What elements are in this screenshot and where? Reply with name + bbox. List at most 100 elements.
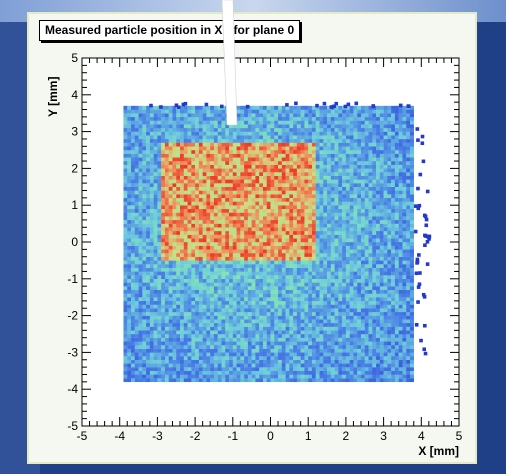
heatmap-cell (342, 238, 347, 243)
heatmap-cell (225, 238, 230, 243)
heatmap-cell (161, 234, 166, 239)
heatmap-cell (123, 194, 128, 199)
heatmap-cell (176, 238, 181, 243)
heatmap-cell (236, 234, 241, 239)
heatmap-cell (251, 264, 256, 268)
heatmap-cell (330, 205, 335, 210)
heatmap-cell (300, 216, 305, 221)
heatmap-cell (266, 341, 271, 346)
heatmap-cell (349, 334, 354, 338)
heatmap-cell (146, 245, 151, 250)
heatmap-cell (217, 238, 222, 243)
heatmap-cell (345, 249, 350, 254)
heatmap-cell (213, 267, 218, 272)
heatmap-cell (206, 138, 211, 143)
heatmap-cell (357, 363, 362, 368)
heatmap-cell (349, 297, 354, 302)
heatmap-cell (285, 179, 290, 184)
heatmap-cell (236, 238, 241, 243)
heatmap-cell (229, 311, 233, 316)
heatmap-cell (236, 330, 241, 335)
heatmap-cell (202, 341, 207, 346)
heatmap-cell (338, 300, 343, 305)
heatmap-cell (304, 208, 309, 213)
heatmap-cell (180, 260, 184, 265)
heatmap-cell (202, 212, 207, 217)
heatmap-cell (315, 153, 320, 158)
heatmap-cell (285, 359, 290, 364)
heatmap-cell (134, 164, 139, 169)
heatmap-cell (236, 249, 241, 254)
heatmap-cell (327, 326, 332, 331)
heatmap-cell (206, 194, 211, 199)
heatmap-cell (202, 157, 207, 162)
heatmap-cell (183, 359, 188, 364)
heatmap-cell (240, 227, 245, 232)
heatmap-cell (349, 245, 354, 250)
heatmap-cell (368, 208, 373, 213)
heatmap-cell (232, 109, 237, 114)
heatmap-cell (123, 253, 128, 257)
heatmap-cell (172, 330, 177, 335)
heatmap-cell (183, 194, 188, 199)
heatmap-cell (334, 161, 339, 165)
heatmap-cell (176, 183, 181, 187)
heatmap-cell (270, 157, 275, 162)
heatmap-cell (338, 297, 343, 302)
heatmap-cell (315, 374, 320, 379)
heatmap-cell (183, 293, 188, 298)
heatmap-cell (357, 253, 362, 257)
heatmap-cell (281, 356, 286, 360)
heatmap-cell (266, 271, 271, 276)
heatmap-cell (285, 363, 290, 368)
heatmap-cell (164, 113, 169, 118)
heatmap-cell (285, 322, 290, 327)
heatmap-cell (225, 356, 230, 360)
heatmap-cell (161, 186, 166, 191)
heatmap-cell (134, 124, 139, 129)
heatmap-cell (225, 308, 230, 313)
heatmap-cell (360, 245, 365, 250)
heatmap-cell (289, 142, 294, 147)
heatmap-cell (323, 113, 328, 118)
heatmap-cell (334, 197, 339, 202)
heatmap-cell (262, 300, 267, 305)
heatmap-cell (364, 190, 369, 195)
heatmap-cell (372, 297, 377, 302)
heatmap-cell (168, 113, 173, 118)
heatmap-cell (293, 245, 298, 250)
heatmap-cell (262, 326, 267, 331)
heatmap-cell (289, 234, 294, 239)
heatmap-cell (202, 356, 207, 360)
heatmap-cell (206, 131, 211, 136)
heatmap-cell (311, 124, 316, 129)
heatmap-cell (372, 275, 377, 279)
heatmap-cell (236, 304, 241, 309)
heatmap-cell (191, 264, 196, 268)
heatmap-cell (210, 190, 215, 195)
heatmap-cell (285, 260, 290, 265)
heatmap-cell (149, 341, 154, 346)
heatmap-cell (195, 315, 200, 320)
heatmap-cell (244, 135, 249, 140)
heatmap-cell (202, 124, 207, 129)
heatmap-cell (217, 230, 222, 235)
heatmap-cell (345, 341, 350, 346)
heatmap-cell (300, 194, 305, 199)
heatmap-cell (123, 271, 128, 276)
heatmap-cell (262, 322, 267, 327)
heatmap-cell (342, 330, 347, 335)
heatmap-cell (164, 157, 169, 162)
heatmap-cell (296, 190, 301, 195)
heatmap-cell (221, 216, 226, 221)
heatmap-cell (221, 205, 226, 210)
heatmap-cell (342, 227, 347, 232)
heatmap-cell (285, 120, 290, 125)
heatmap-cell (368, 297, 373, 302)
heatmap-cell (127, 245, 132, 250)
heatmap-cell (285, 230, 290, 235)
heatmap-cell (323, 345, 328, 349)
heatmap-cell (176, 334, 181, 338)
heatmap-cell (266, 348, 271, 353)
heatmap-cell (345, 271, 350, 276)
